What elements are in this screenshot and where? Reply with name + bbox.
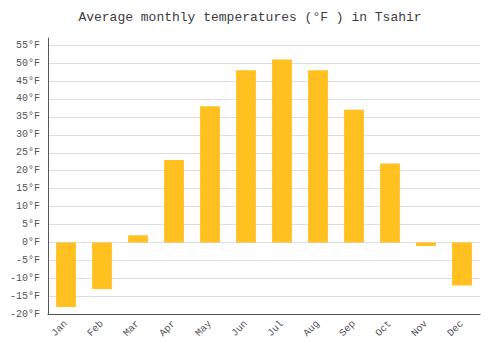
- svg-text:25°F: 25°F: [16, 147, 40, 158]
- svg-text:Average monthly temperatures (: Average monthly temperatures (°F ) in Ts…: [78, 10, 421, 25]
- svg-text:Aug: Aug: [301, 318, 321, 338]
- svg-text:Feb: Feb: [85, 318, 105, 338]
- svg-text:30°F: 30°F: [16, 129, 40, 140]
- svg-text:50°F: 50°F: [16, 58, 40, 69]
- svg-text:Jul: Jul: [265, 318, 285, 338]
- svg-text:35°F: 35°F: [16, 111, 40, 122]
- svg-text:-5°F: -5°F: [16, 255, 40, 266]
- svg-text:-20°F: -20°F: [10, 309, 40, 320]
- svg-text:Apr: Apr: [157, 318, 177, 338]
- svg-text:-15°F: -15°F: [10, 291, 40, 302]
- svg-text:Oct: Oct: [373, 318, 393, 338]
- svg-text:20°F: 20°F: [16, 165, 40, 176]
- svg-text:Nov: Nov: [409, 318, 429, 338]
- svg-text:Jan: Jan: [49, 318, 69, 338]
- svg-text:May: May: [193, 318, 213, 338]
- svg-text:Jun: Jun: [229, 318, 249, 338]
- svg-text:-10°F: -10°F: [10, 273, 40, 284]
- svg-text:0°F: 0°F: [22, 237, 40, 248]
- svg-text:10°F: 10°F: [16, 201, 40, 212]
- svg-text:55°F: 55°F: [16, 40, 40, 51]
- svg-text:45°F: 45°F: [16, 76, 40, 87]
- svg-text:5°F: 5°F: [22, 219, 40, 230]
- svg-text:Mar: Mar: [121, 318, 141, 338]
- svg-text:Dec: Dec: [445, 318, 465, 338]
- svg-text:40°F: 40°F: [16, 93, 40, 104]
- svg-text:Sep: Sep: [337, 318, 357, 338]
- svg-text:15°F: 15°F: [16, 183, 40, 194]
